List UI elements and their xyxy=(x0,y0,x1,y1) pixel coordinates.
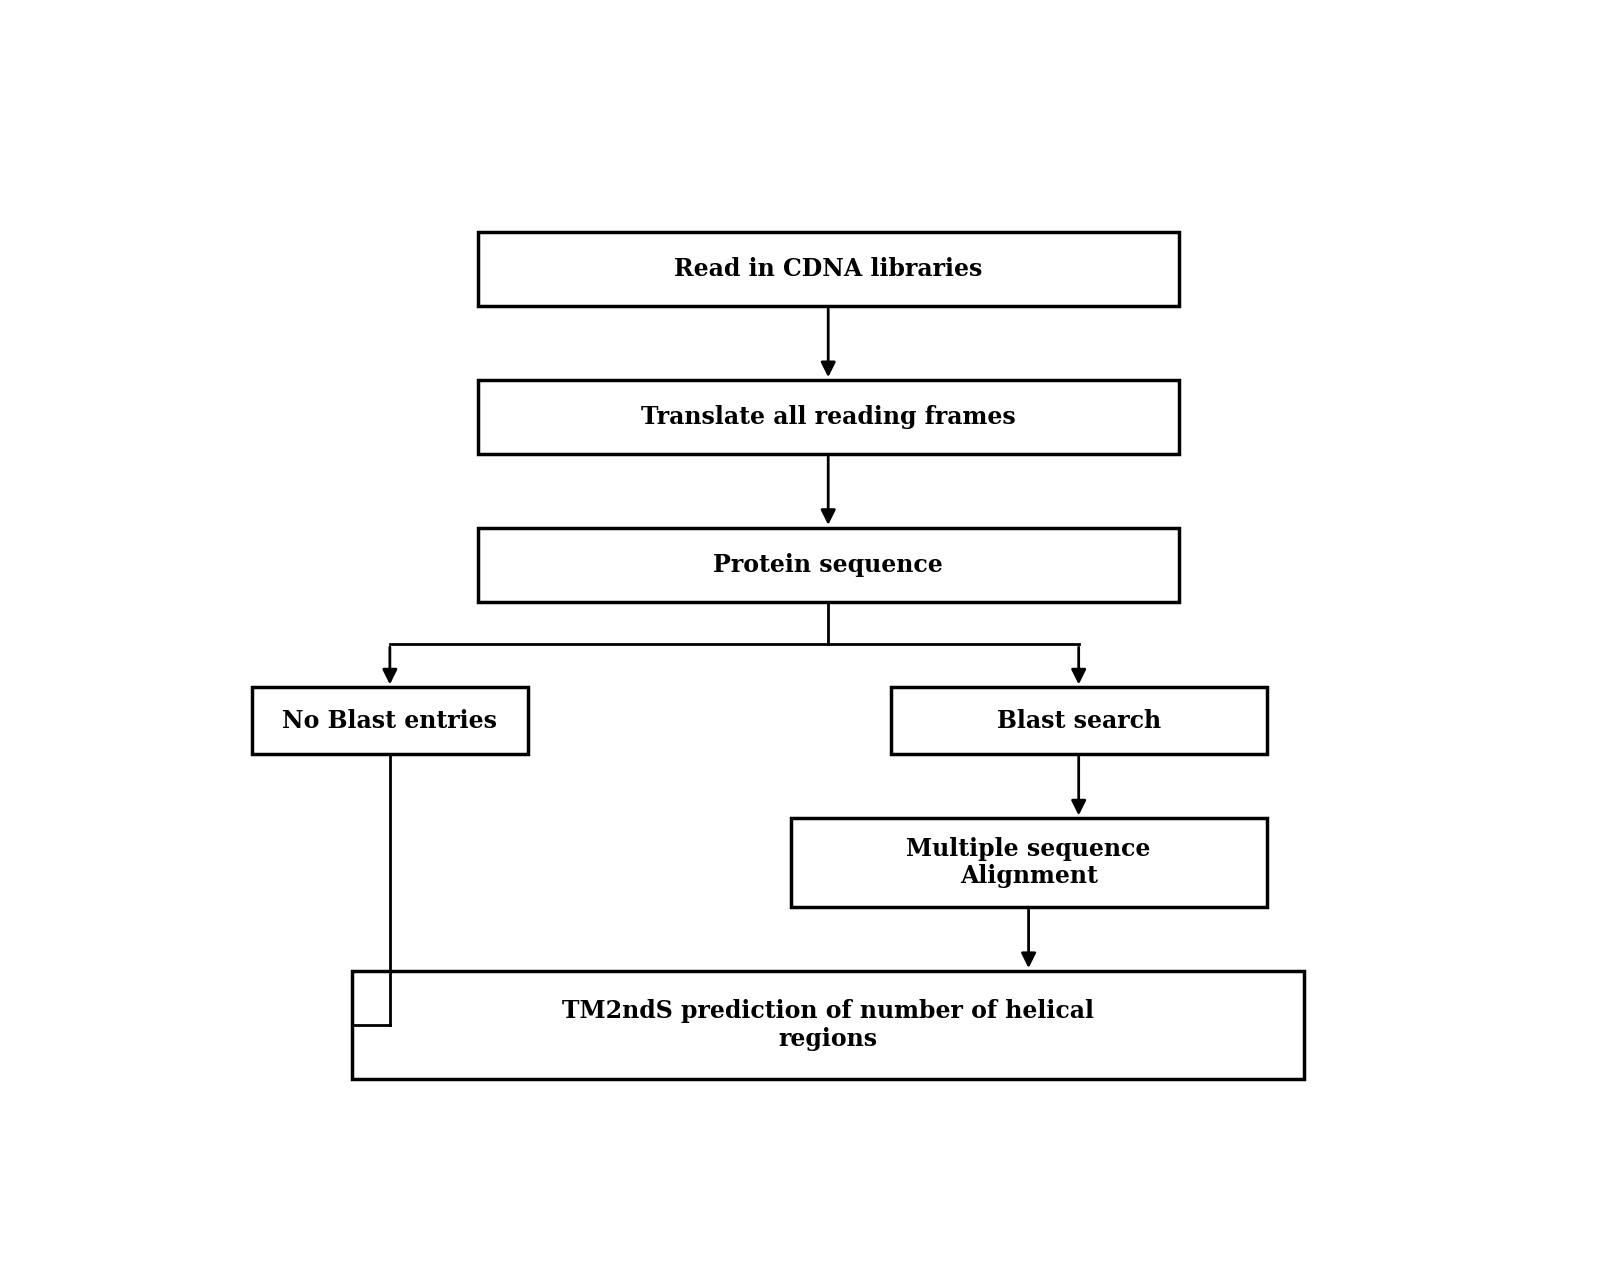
FancyBboxPatch shape xyxy=(478,380,1180,454)
FancyBboxPatch shape xyxy=(790,819,1267,907)
Text: No Blast entries: No Blast entries xyxy=(283,709,498,733)
FancyBboxPatch shape xyxy=(252,687,527,755)
FancyBboxPatch shape xyxy=(478,528,1180,601)
FancyBboxPatch shape xyxy=(890,687,1267,755)
Text: TM2ndS prediction of number of helical
regions: TM2ndS prediction of number of helical r… xyxy=(562,999,1094,1051)
Text: Translate all reading frames: Translate all reading frames xyxy=(642,405,1015,428)
Text: Read in CDNA libraries: Read in CDNA libraries xyxy=(674,257,983,281)
FancyBboxPatch shape xyxy=(478,233,1180,306)
FancyBboxPatch shape xyxy=(352,971,1304,1079)
Text: Multiple sequence
Alignment: Multiple sequence Alignment xyxy=(907,836,1151,889)
Text: Blast search: Blast search xyxy=(997,709,1160,733)
Text: Protein sequence: Protein sequence xyxy=(713,553,944,577)
